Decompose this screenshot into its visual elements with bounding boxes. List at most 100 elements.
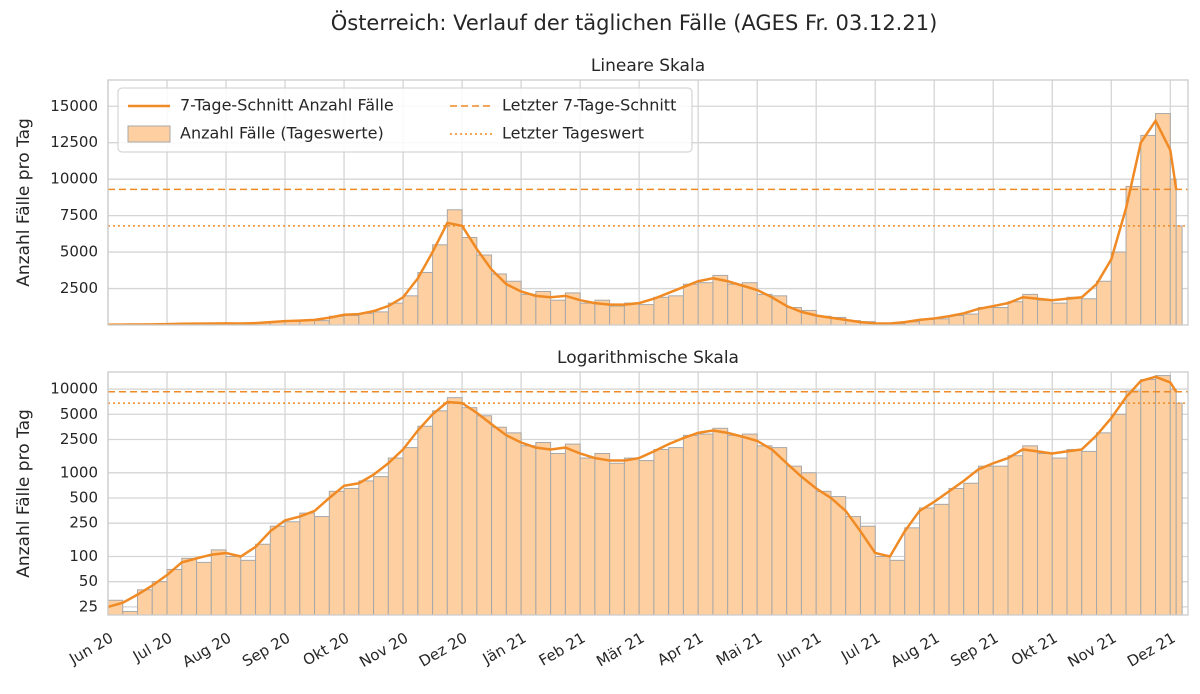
bar [669, 296, 684, 325]
legend-swatch [128, 126, 170, 142]
bar [167, 569, 182, 615]
bar [698, 283, 713, 325]
x-tick-label: Jul 21 [837, 629, 883, 666]
bar [1126, 391, 1141, 615]
x-tick-label: Feb 21 [536, 629, 589, 670]
bar [1141, 380, 1156, 615]
bar [506, 433, 521, 615]
bar [1176, 226, 1182, 325]
bar [536, 443, 551, 615]
y-axis-label: Anzahl Fälle pro Tag [14, 409, 34, 578]
y-tick-label: 12500 [50, 133, 98, 151]
x-tick-label: Aug 20 [179, 629, 234, 671]
bar [964, 483, 979, 615]
x-tick-label: Dez 21 [1124, 629, 1178, 671]
y-tick-label: 250 [69, 514, 98, 532]
legend-label: Anzahl Fälle (Tageswerte) [180, 124, 384, 143]
bar [551, 300, 566, 325]
bar [993, 308, 1008, 326]
x-tick-label: Okt 20 [300, 629, 353, 670]
bar [315, 321, 330, 325]
bar [447, 398, 462, 615]
x-tick-label: Nov 20 [356, 629, 411, 671]
bar [624, 303, 639, 325]
bar [1111, 252, 1126, 325]
bar [934, 319, 949, 325]
bar [256, 544, 271, 615]
bar [1176, 403, 1182, 615]
bar [403, 448, 418, 615]
bar [1067, 449, 1082, 615]
legend-label: Letzter Tageswert [502, 124, 644, 143]
bar [477, 416, 492, 615]
bar [713, 428, 728, 615]
bar [403, 296, 418, 325]
bar [860, 526, 875, 615]
bar [669, 448, 684, 615]
legend-label: Letzter 7-Tage-Schnitt [502, 96, 676, 115]
bar [846, 517, 861, 615]
bar [1141, 135, 1156, 325]
bar [1156, 376, 1171, 615]
bar [1038, 454, 1053, 615]
bar [315, 517, 330, 615]
bar [934, 504, 949, 615]
bar [683, 435, 698, 615]
bar [521, 446, 536, 615]
subplot-title: Logarithmische Skala [557, 348, 739, 368]
bar [772, 296, 787, 325]
bar [610, 306, 625, 325]
bar [1008, 302, 1023, 325]
bar [698, 434, 713, 615]
bar [1170, 179, 1176, 325]
bar [713, 275, 728, 325]
bar [1008, 456, 1023, 615]
bar [359, 313, 374, 325]
bar [1082, 451, 1097, 615]
bar [521, 294, 536, 325]
bar [1082, 299, 1097, 325]
bar [801, 473, 816, 615]
bar [1023, 446, 1038, 615]
x-tick-label: Sep 20 [239, 629, 293, 671]
x-tick-label: Mär 21 [593, 629, 647, 671]
bar [654, 297, 669, 325]
subplot-title: Lineare Skala [591, 56, 705, 76]
y-tick-label: 1000 [60, 463, 98, 481]
x-tick-label: Nov 21 [1065, 629, 1120, 671]
bar [978, 466, 993, 615]
y-tick-label: 2500 [60, 279, 98, 297]
bar [610, 463, 625, 615]
bar [757, 446, 772, 615]
bar [978, 308, 993, 326]
bar [949, 488, 964, 615]
bar [1126, 186, 1141, 325]
legend-label: 7-Tage-Schnitt Anzahl Fälle [180, 96, 394, 115]
y-tick-label: 7500 [60, 206, 98, 224]
bar [374, 477, 389, 615]
y-axis-label: Anzahl Fälle pro Tag [14, 118, 34, 287]
bar [329, 491, 344, 615]
bar [654, 449, 669, 615]
y-tick-label: 50 [79, 572, 98, 590]
bar [418, 273, 433, 326]
bar [905, 528, 920, 615]
plot-area [108, 376, 1182, 615]
x-tick-label: Mai 21 [713, 629, 765, 670]
bar [595, 454, 610, 615]
bar [388, 303, 403, 325]
bar [462, 238, 477, 326]
bar [964, 314, 979, 325]
y-tick-label: 500 [69, 488, 98, 506]
bar [1052, 458, 1067, 615]
x-tick-label: Jän 21 [479, 629, 530, 669]
bar [639, 461, 654, 615]
bar [580, 458, 595, 615]
bar [462, 408, 477, 615]
bar [270, 526, 285, 615]
bar [226, 556, 241, 615]
bar [344, 488, 359, 615]
bar [772, 448, 787, 615]
bar [300, 513, 315, 615]
